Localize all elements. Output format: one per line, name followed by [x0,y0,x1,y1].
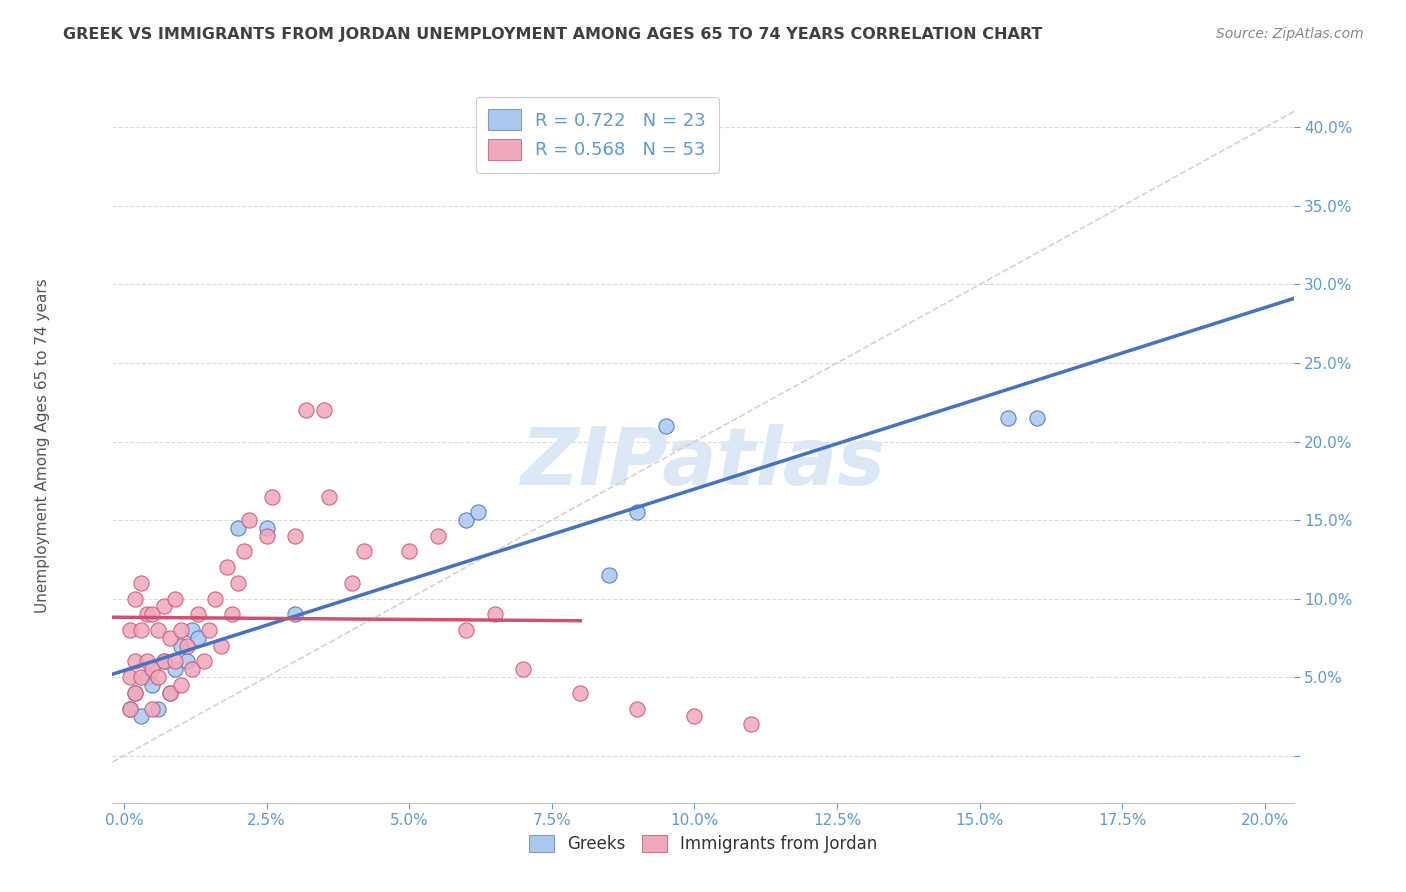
Point [284,529,307,543]
Point [467,505,489,519]
Point [997,411,1019,425]
Point [683,709,706,723]
Point [159,686,181,700]
Point [146,701,169,715]
Point [129,670,152,684]
Point [159,686,181,700]
Point [170,639,193,653]
Point [118,670,141,684]
Point [165,655,187,669]
Point [226,521,249,535]
Point [626,505,648,519]
Point [124,686,146,700]
Point [340,575,363,590]
Point [146,670,169,684]
Point [740,717,762,731]
Point [170,623,193,637]
Point [187,607,209,622]
Point [198,623,221,637]
Point [176,639,198,653]
Text: GREEK VS IMMIGRANTS FROM JORDAN UNEMPLOYMENT AMONG AGES 65 TO 74 YEARS CORRELATI: GREEK VS IMMIGRANTS FROM JORDAN UNEMPLOY… [63,27,1043,42]
Text: ZIPatlas: ZIPatlas [520,425,886,502]
Point [256,529,278,543]
Point [238,513,260,527]
Point [129,709,152,723]
Point [187,631,209,645]
Point [153,655,176,669]
Point [124,686,146,700]
Text: Unemployment Among Ages 65 to 74 years: Unemployment Among Ages 65 to 74 years [35,278,49,614]
Point [141,662,163,676]
Point [353,544,375,558]
Point [124,591,146,606]
Point [153,599,176,614]
Point [215,560,238,574]
Point [232,544,254,558]
Point [124,655,146,669]
Point [141,701,163,715]
Text: Source: ZipAtlas.com: Source: ZipAtlas.com [1216,27,1364,41]
Point [141,607,163,622]
Point [165,591,187,606]
Point [456,623,478,637]
Point [221,607,243,622]
Point [262,490,284,504]
Point [512,662,534,676]
Point [135,655,157,669]
Point [569,686,592,700]
Point [181,623,204,637]
Point [598,568,620,582]
Point [165,662,187,676]
Point [318,490,340,504]
Point [426,529,449,543]
Point [181,662,204,676]
Point [312,403,335,417]
Point [146,623,169,637]
Point [626,701,648,715]
Point [256,521,278,535]
Point [159,631,181,645]
Point [484,607,506,622]
Point [118,701,141,715]
Point [135,670,157,684]
Point [284,607,307,622]
Point [176,655,198,669]
Point [1025,411,1047,425]
Point [295,403,318,417]
Point [141,678,163,692]
Point [226,575,249,590]
Point [655,418,678,433]
Point [118,623,141,637]
Point [209,639,232,653]
Point [170,678,193,692]
Point [129,623,152,637]
Point [153,655,176,669]
Point [135,607,157,622]
Point [129,575,152,590]
Point [204,591,226,606]
Legend: Greeks, Immigrants from Jordan: Greeks, Immigrants from Jordan [522,828,884,860]
Point [456,513,478,527]
Point [193,655,215,669]
Point [118,701,141,715]
Point [398,544,420,558]
